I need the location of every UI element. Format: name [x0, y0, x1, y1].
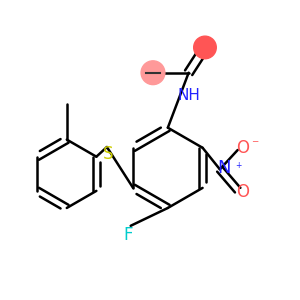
Text: $^-$: $^-$	[250, 138, 260, 151]
Circle shape	[141, 61, 165, 85]
Circle shape	[194, 36, 216, 59]
Text: O: O	[200, 41, 210, 54]
Text: NH: NH	[177, 88, 200, 103]
Text: F: F	[123, 226, 133, 244]
Text: S: S	[103, 146, 113, 164]
Text: $^+$: $^+$	[234, 161, 243, 171]
Text: O: O	[236, 183, 250, 201]
Text: O: O	[236, 139, 250, 157]
Text: N: N	[218, 159, 231, 177]
